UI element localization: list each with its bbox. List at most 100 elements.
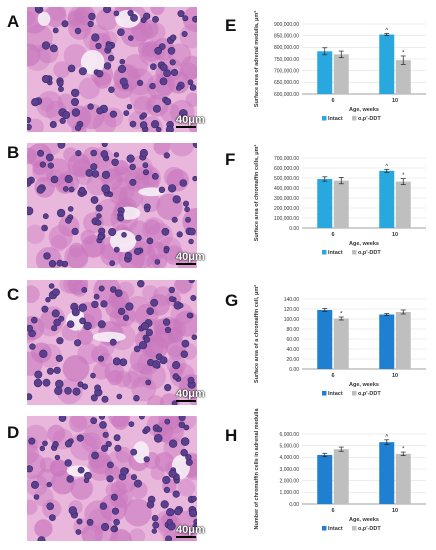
cell-nucleus xyxy=(146,500,155,509)
cell-nucleus xyxy=(182,15,189,22)
cytoplasm-blob xyxy=(173,280,192,295)
cytoplasm-blob xyxy=(77,329,94,345)
cell-nucleus xyxy=(163,247,170,254)
cytoplasm-blob xyxy=(39,97,55,112)
cell-nucleus xyxy=(187,376,195,384)
cell-nucleus xyxy=(53,318,61,327)
cell-nucleus xyxy=(50,175,59,184)
cell-nucleus xyxy=(78,67,87,76)
cell-nucleus xyxy=(48,259,57,268)
cell-nucleus xyxy=(56,80,64,87)
cell-nucleus xyxy=(71,108,81,117)
cell-nucleus xyxy=(52,288,60,297)
cell-nucleus xyxy=(90,417,98,425)
cell-nucleus xyxy=(141,112,148,119)
cell-nucleus xyxy=(98,285,105,292)
cell-nucleus xyxy=(79,317,86,325)
micrograph-d xyxy=(27,416,197,541)
cell-nucleus xyxy=(163,486,170,493)
cytoplasm-blob xyxy=(130,481,148,499)
cell-nucleus xyxy=(142,162,149,169)
cell-nucleus xyxy=(168,439,178,448)
micrograph-a xyxy=(27,7,197,132)
cytoplasm-blob xyxy=(63,280,83,295)
cell-nucleus xyxy=(136,79,144,86)
cell-nucleus xyxy=(138,341,148,350)
cell-nucleus xyxy=(145,379,152,386)
cell-nucleus xyxy=(55,354,63,362)
y-tick-label: 80.00 xyxy=(286,327,299,333)
cell-nucleus xyxy=(181,339,190,348)
cytoplasm-blob xyxy=(49,459,67,477)
chart-f: Surface area of chromaffin cells, μm² 0.0… xyxy=(248,145,430,270)
y-tick-label: 700,000.00 xyxy=(274,156,299,162)
cell-nucleus xyxy=(66,475,74,483)
cell-nucleus xyxy=(81,383,89,390)
cell-nucleus xyxy=(144,206,151,213)
scale-bar-a xyxy=(176,126,196,128)
cytoplasm-blob xyxy=(160,102,181,123)
y-tick-label: 100,000.00 xyxy=(274,216,299,222)
cell-nucleus xyxy=(184,206,190,213)
bar-intact-6 xyxy=(317,51,333,94)
lumen-space xyxy=(92,331,126,342)
cytoplasm-blob xyxy=(42,143,61,156)
cell-nucleus xyxy=(170,34,177,41)
cytoplasm-blob xyxy=(114,370,132,388)
cell-nucleus xyxy=(94,384,101,392)
cell-nucleus xyxy=(96,213,102,219)
cytoplasm-blob xyxy=(27,452,46,479)
cytoplasm-blob xyxy=(175,280,194,293)
lumen-space xyxy=(110,229,137,253)
cell-nucleus xyxy=(176,231,183,238)
cell-nucleus xyxy=(41,41,51,50)
cell-nucleus xyxy=(111,507,120,515)
cell-nucleus xyxy=(56,259,64,267)
cell-nucleus xyxy=(119,58,126,65)
cell-nucleus xyxy=(156,426,163,433)
cell-nucleus xyxy=(190,295,197,302)
significance-mark: * xyxy=(402,173,405,179)
cell-nucleus xyxy=(126,154,135,163)
cell-nucleus xyxy=(58,416,67,422)
bar-opddt-6 xyxy=(333,318,349,369)
panel-letter-a: A xyxy=(7,12,20,31)
cell-nucleus xyxy=(159,356,168,365)
cell-nucleus xyxy=(99,421,107,429)
cell-nucleus xyxy=(125,302,134,311)
significance-mark: * xyxy=(402,447,405,453)
significance-mark: ^ xyxy=(385,434,388,440)
y-tick-label: 600,000.00 xyxy=(274,166,299,172)
cell-nucleus xyxy=(91,33,100,42)
cell-nucleus xyxy=(188,227,196,236)
cell-nucleus xyxy=(64,440,73,448)
cell-nucleus xyxy=(65,217,72,224)
y-axis-title: Surface area of a chromaffin cell, μm² xyxy=(253,285,260,383)
cell-nucleus xyxy=(58,86,64,92)
cell-nucleus xyxy=(36,185,45,194)
y-tick-label: 0.00 xyxy=(289,502,299,508)
cytoplasm-blob xyxy=(62,355,90,382)
significance-mark: ^ xyxy=(385,28,388,34)
y-tick-label: 200,000.00 xyxy=(274,206,299,212)
cell-nucleus xyxy=(146,237,154,245)
cell-nucleus xyxy=(172,195,181,204)
cytoplasm-blob xyxy=(104,362,125,383)
cell-nucleus xyxy=(81,286,88,293)
x-tick-label: 6 xyxy=(331,373,334,379)
cell-nucleus xyxy=(133,247,142,256)
bar-opddt-10 xyxy=(395,60,411,94)
cell-nucleus xyxy=(108,228,117,237)
legend-label: o,p'-DDT xyxy=(358,526,381,532)
cytoplasm-blob xyxy=(27,499,38,515)
cell-nucleus xyxy=(54,454,61,461)
panel-letter-g: G xyxy=(225,291,239,310)
cell-nucleus xyxy=(71,308,80,317)
cytoplasm-blob xyxy=(78,77,101,100)
cell-nucleus xyxy=(75,150,82,157)
cytoplasm-blob xyxy=(182,7,197,32)
chart-h-svg: Number of chromaffin cells in adrenal me… xyxy=(254,408,426,532)
micrograph-a-image xyxy=(27,7,197,132)
cell-nucleus xyxy=(131,474,138,481)
x-tick-label: 6 xyxy=(331,232,334,238)
